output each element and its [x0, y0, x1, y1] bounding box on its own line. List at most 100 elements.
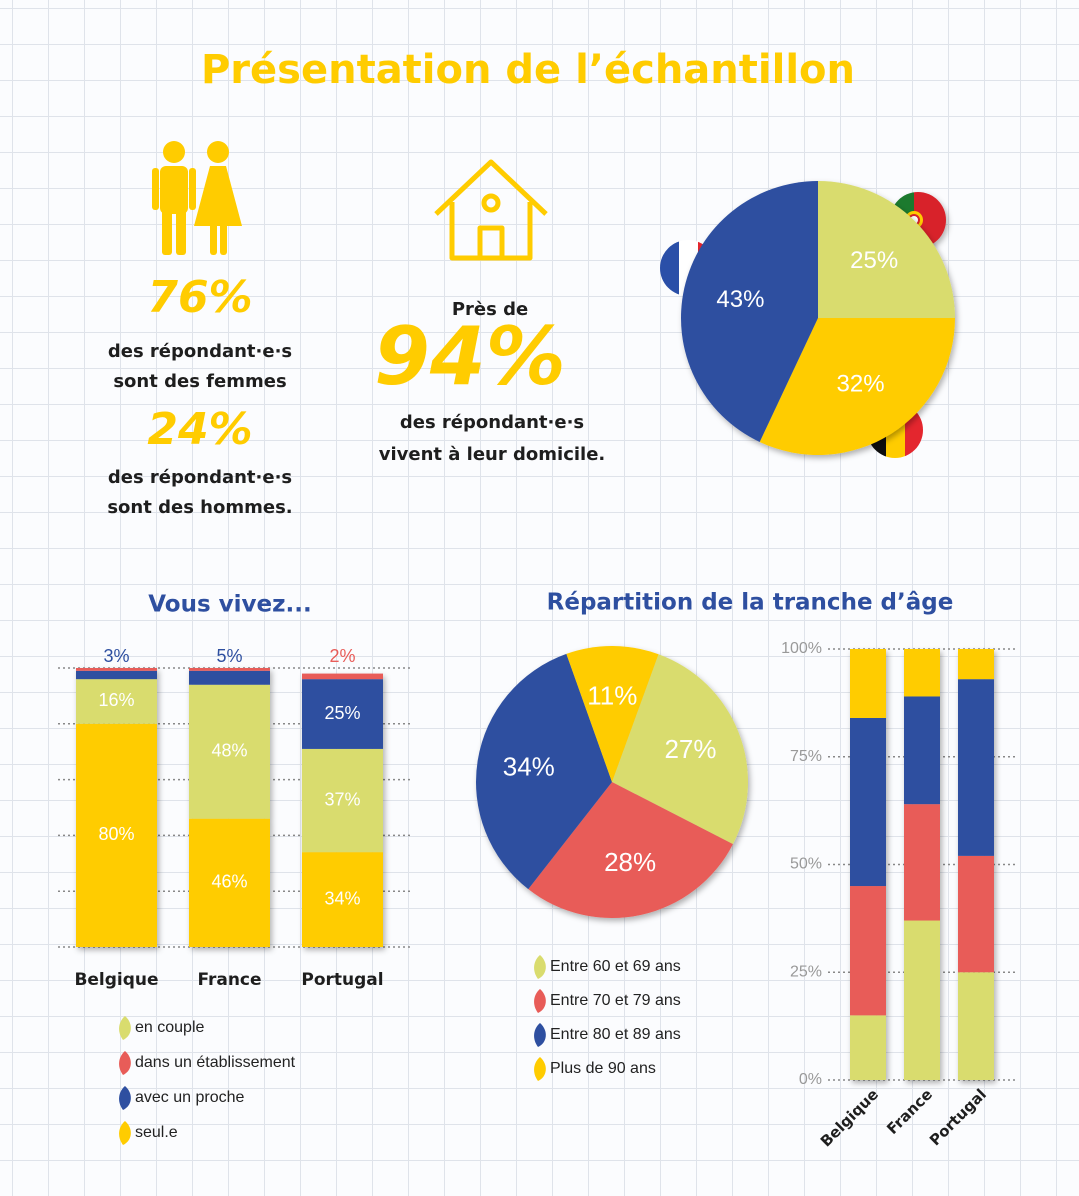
legend-label: Plus de 90 ans [550, 1060, 656, 1077]
data-label: 28% [604, 847, 656, 877]
bar-segment [189, 684, 270, 819]
data-label: 27% [664, 734, 716, 764]
stat-value: 94% [374, 310, 565, 403]
x-tick-label: France [883, 1085, 936, 1138]
legend-label: dans un établissement [135, 1054, 296, 1071]
bar-segment [958, 855, 994, 973]
chart-title: Répartition de la tranche d’âge [547, 590, 954, 616]
data-label: 16% [98, 690, 134, 710]
house-icon [434, 159, 548, 261]
bar-stack [302, 673, 383, 947]
data-label: 25% [850, 247, 898, 274]
bar-stack [904, 649, 940, 1080]
bar-segment [76, 668, 157, 671]
stat-prefix: Près de [452, 299, 528, 320]
stat-value: 76% [147, 272, 252, 323]
bar-segment [958, 679, 994, 856]
data-label: 34% [324, 888, 360, 908]
bar-segment [850, 649, 886, 718]
legend-swatch [534, 989, 546, 1013]
bar-segment [302, 852, 383, 947]
pie [680, 180, 955, 456]
x-tick-label: France [197, 970, 261, 990]
y-tick-label: 25% [790, 963, 822, 980]
bar-segment [189, 668, 270, 671]
pie-slice [612, 654, 748, 845]
chart-title: Vous vivez... [148, 592, 311, 618]
people-icon [152, 141, 242, 255]
legend-swatch [119, 1121, 131, 1145]
bar-segment [850, 886, 886, 1016]
bar-segment [904, 920, 940, 1080]
data-label: 11% [587, 681, 637, 711]
data-label: 32% [837, 370, 885, 397]
data-label: 37% [324, 789, 360, 809]
bar-segment [76, 670, 157, 680]
legend-swatch [119, 1051, 131, 1075]
legend-label: Entre 60 et 69 ans [550, 958, 681, 975]
bar-segment [958, 972, 994, 1080]
data-label: 43% [716, 286, 764, 313]
data-label: 2% [329, 646, 355, 666]
y-tick-label: 0% [799, 1071, 822, 1088]
bar-stack [958, 649, 994, 1080]
legend-swatch [534, 1023, 546, 1047]
data-label: 25% [324, 703, 360, 723]
bar-segment [302, 673, 383, 680]
bar-stack [850, 649, 886, 1080]
legend-swatch [119, 1016, 131, 1040]
pie-slice [680, 180, 818, 442]
bar-stack [76, 668, 157, 947]
data-label: 34% [503, 751, 555, 781]
pie [476, 645, 748, 918]
stat-text: des répondant·e·s [108, 341, 292, 362]
bar-segment [904, 649, 940, 697]
pie-slice [818, 181, 955, 318]
x-tick-label: Belgique [74, 970, 158, 990]
data-label: 3% [103, 646, 129, 666]
stat-text: des répondant·e·s [108, 467, 292, 488]
legend-swatch [534, 1057, 546, 1081]
bar-segment [76, 723, 157, 947]
legend-label: Entre 80 et 89 ans [550, 1026, 681, 1043]
stat-text: sont des femmes [113, 371, 286, 392]
main-title: Présentation de l’échantillon [201, 47, 855, 93]
bar-segment [904, 696, 940, 805]
bar-stack [189, 668, 270, 947]
x-tick-label: Portugal [301, 970, 383, 990]
legend-label: avec un proche [135, 1089, 245, 1106]
data-label: 46% [211, 872, 247, 892]
bar-segment [302, 748, 383, 853]
bar-segment [850, 717, 886, 887]
data-label: 5% [216, 646, 242, 666]
bar-segment [958, 649, 994, 680]
stat-value: 24% [147, 404, 252, 455]
stat-text: sont des hommes. [107, 497, 292, 518]
bar-segment [904, 804, 940, 921]
y-tick-label: 75% [790, 748, 822, 765]
legend-swatch [119, 1086, 131, 1110]
pie-slice [528, 782, 733, 918]
legend-label: Entre 70 et 79 ans [550, 992, 681, 1009]
x-tick-label: Portugal [926, 1085, 990, 1149]
x-tick-label: Belgique [817, 1085, 882, 1150]
legend-label: en couple [135, 1019, 204, 1036]
bar-segment [302, 679, 383, 749]
legend-swatch [534, 955, 546, 979]
stat-text: vivent à leur domicile. [379, 444, 606, 465]
bar-segment [850, 1015, 886, 1080]
data-label: 48% [211, 740, 247, 760]
stat-text: des répondant·e·s [400, 412, 584, 433]
bar-segment [76, 679, 157, 724]
bar-segment [189, 818, 270, 947]
y-tick-label: 50% [790, 856, 822, 873]
pie-slice [759, 318, 955, 456]
bar-segment [189, 670, 270, 685]
data-label: 80% [98, 824, 134, 844]
pie-slice [476, 653, 612, 890]
pie-slice [566, 645, 659, 782]
y-tick-label: 100% [781, 640, 822, 657]
legend-label: seul.e [135, 1124, 178, 1141]
